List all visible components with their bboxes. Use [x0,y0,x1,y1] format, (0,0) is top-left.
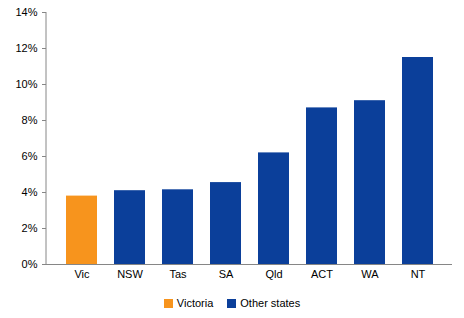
svg-text:NSW: NSW [117,268,143,280]
html-text:Other states: Other states [240,297,301,309]
svg-text:6%: 6% [22,150,38,162]
svg-text:4%: 4% [22,186,38,198]
html-text:Victoria: Victoria [176,297,214,309]
svg-text:Tas: Tas [169,268,187,280]
svg-text:12%: 12% [15,42,37,54]
svg-text:SA: SA [219,268,234,280]
svg-text:8%: 8% [22,114,38,126]
svg-text:Vic: Vic [74,268,90,280]
svg-text:NT: NT [411,268,426,280]
svg-text:WA: WA [361,268,379,280]
svg-text:10%: 10% [15,78,37,90]
svg-text:2%: 2% [22,222,38,234]
svg-text:0%: 0% [22,258,38,270]
svg-text:Qld: Qld [265,268,282,280]
svg-text:ACT: ACT [311,268,333,280]
svg-text:14%: 14% [15,6,37,18]
